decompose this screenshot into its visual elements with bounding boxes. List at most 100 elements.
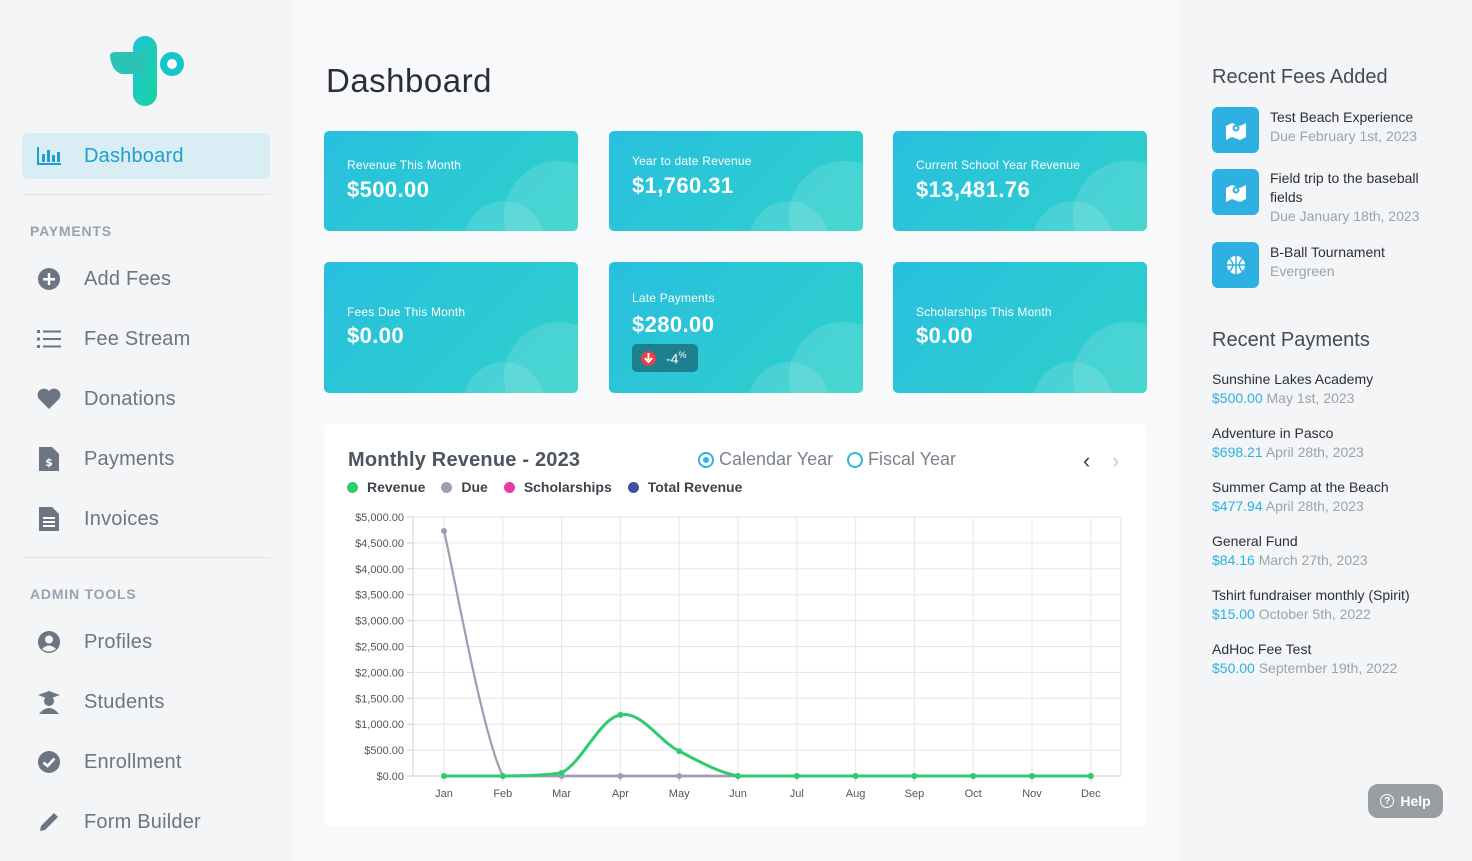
data-point: [1029, 773, 1035, 779]
basketball-icon: [1212, 242, 1259, 288]
stat-card-label: Year to date Revenue: [632, 154, 752, 168]
check-circle-icon: [34, 749, 64, 775]
help-button[interactable]: ? Help: [1368, 784, 1443, 818]
payment-amount: $84.16: [1212, 552, 1255, 568]
y-tick-label: $0.00: [376, 771, 404, 783]
legend-dot: [347, 481, 358, 493]
x-tick-label: Feb: [493, 788, 512, 800]
fee-name: Test Beach Experience: [1270, 109, 1414, 125]
payment-date: September 19th, 2022: [1258, 660, 1398, 676]
recent-payment-item[interactable]: Sunshine Lakes Academy $500.00 May 1st, …: [1212, 370, 1462, 408]
payment-name: Tshirt fundraiser monthly (Spirit): [1212, 587, 1410, 603]
page-title: Dashboard: [326, 62, 492, 99]
legend-item[interactable]: Scholarships: [503, 479, 612, 495]
chart-title: Monthly Revenue - 2023: [348, 449, 581, 471]
legend-item[interactable]: Due: [441, 479, 488, 495]
payment-name: Sunshine Lakes Academy: [1212, 371, 1374, 387]
recent-fee-item[interactable]: Field trip to the baseball fields Due Ja…: [1212, 169, 1452, 229]
map-pin-icon: [1212, 107, 1259, 153]
recent-payment-item[interactable]: General Fund $84.16 March 27th, 2023: [1212, 532, 1462, 570]
radio-unchecked-icon: [847, 451, 863, 468]
data-point: [911, 773, 918, 779]
recent-fee-item[interactable]: B-Ball Tournament Evergreen: [1212, 242, 1452, 290]
data-point: [1087, 773, 1094, 779]
plus-circle-icon: [34, 266, 64, 292]
x-tick-label: Sep: [905, 788, 925, 800]
radio-label: Calendar Year: [719, 449, 834, 469]
x-tick-label: Mar: [552, 788, 571, 800]
sidebar-item-students[interactable]: Students: [22, 679, 270, 725]
payment-date: May 1st, 2023: [1266, 390, 1355, 406]
revenue-line-chart: $5,000.00 $4,500.00 $4,000.00 $3,500.00 $3,0…: [355, 512, 1122, 800]
recent-payment-item[interactable]: Tshirt fundraiser monthly (Spirit) $15.0…: [1212, 586, 1462, 624]
y-tick-label: $3,000.00: [355, 616, 404, 628]
stat-card-value: $500.00: [347, 177, 430, 202]
calendar-year-radio[interactable]: Calendar Year: [698, 449, 833, 470]
y-tick-label: $1,000.00: [355, 719, 404, 731]
y-tick-label: $5,000.00: [355, 512, 404, 524]
payment-date: April 28th, 2023: [1265, 444, 1364, 460]
radio-label: Fiscal Year: [868, 449, 957, 469]
x-tick-label: Jun: [729, 788, 747, 800]
fee-name: Field trip to the baseball fields: [1270, 170, 1419, 205]
sidebar-item-label: Students: [84, 690, 165, 713]
payment-name: Summer Camp at the Beach: [1212, 479, 1389, 495]
data-point: [441, 773, 447, 779]
legend-label: Revenue: [367, 479, 426, 495]
sidebar-item-invoices[interactable]: Invoices: [22, 496, 270, 542]
sidebar-item-form-builder[interactable]: Form Builder: [22, 799, 270, 845]
payments-section-label: PAYMENTS: [30, 223, 112, 239]
sidebar-item-enrollment[interactable]: Enrollment: [22, 739, 270, 785]
data-point: [499, 773, 506, 779]
question-icon: ?: [1380, 794, 1395, 808]
prev-year-button[interactable]: ‹: [1083, 448, 1091, 473]
recent-payment-item[interactable]: AdHoc Fee Test $50.00 September 19th, 20…: [1212, 640, 1462, 678]
sidebar-item-fee-stream[interactable]: Fee Stream: [22, 316, 270, 362]
sidebar-item-donations[interactable]: Donations: [22, 376, 270, 422]
sidebar-item-add-fees[interactable]: Add Fees: [22, 256, 270, 302]
payment-amount: $477.94: [1212, 498, 1263, 514]
data-point: [852, 773, 859, 779]
x-tick-label: Nov: [1022, 788, 1042, 800]
recent-fee-item[interactable]: Test Beach Experience Due February 1st, …: [1212, 107, 1452, 155]
stat-card-label: Revenue This Month: [347, 158, 462, 172]
recent-fees-title: Recent Fees Added: [1212, 66, 1388, 88]
legend-label: Scholarships: [523, 479, 612, 495]
payment-name: AdHoc Fee Test: [1212, 641, 1312, 657]
sidebar-divider: [22, 557, 270, 558]
x-tick-label: May: [669, 788, 690, 800]
fiscal-year-radio[interactable]: Fiscal Year: [847, 449, 956, 470]
sidebar-item-label: Invoices: [84, 507, 159, 530]
sidebar-item-dashboard[interactable]: Dashboard: [22, 133, 270, 179]
legend-item[interactable]: Total Revenue: [627, 479, 742, 495]
stat-card-label: Fees Due This Month: [347, 305, 466, 319]
payment-name: General Fund: [1212, 533, 1298, 549]
sidebar-item-payments[interactable]: $ Payments: [22, 436, 270, 482]
y-tick-label: $500.00: [364, 745, 404, 757]
payment-amount: $15.00: [1212, 606, 1255, 622]
next-year-button[interactable]: ›: [1112, 448, 1120, 473]
change-value: -4: [666, 350, 679, 367]
x-tick-label: Jan: [435, 788, 453, 800]
recent-payment-item[interactable]: Adventure in Pasco $698.21 April 28th, 2…: [1212, 424, 1462, 462]
dollar-file-icon: $: [34, 446, 64, 472]
sidebar-item-profiles[interactable]: Profiles: [22, 619, 270, 665]
user-circle-icon: [34, 629, 64, 655]
y-tick-label: $2,000.00: [355, 667, 404, 679]
x-tick-label: Oct: [965, 788, 982, 800]
y-tick-label: $4,500.00: [355, 538, 404, 550]
legend-item[interactable]: Revenue: [347, 479, 425, 495]
recent-payment-item[interactable]: Summer Camp at the Beach $477.94 April 2…: [1212, 478, 1462, 516]
stat-card-label: Scholarships This Month: [916, 305, 1052, 319]
y-tick-label: $4,000.00: [355, 564, 404, 576]
x-tick-label: Apr: [612, 788, 629, 800]
stat-card-value: $280.00: [632, 312, 715, 337]
stat-card-label: Late Payments: [632, 291, 715, 305]
legend-dot: [627, 481, 639, 493]
chart-legend: Revenue Due Scholarships Total Revenue: [347, 479, 758, 495]
admin-section-label: ADMIN TOOLS: [30, 586, 137, 602]
radio-checked-icon: [698, 451, 714, 468]
recent-payments-title: Recent Payments: [1212, 329, 1370, 351]
sidebar-item-label: Form Builder: [84, 810, 201, 833]
invoice-file-icon: [34, 506, 64, 532]
